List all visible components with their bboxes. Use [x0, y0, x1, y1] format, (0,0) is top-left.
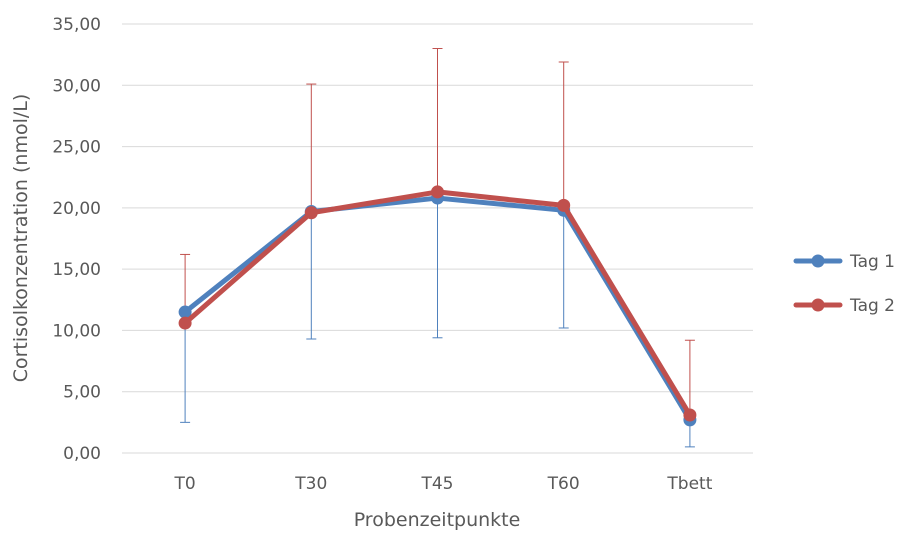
- legend-swatch-marker: [811, 298, 825, 312]
- x-tick-label: Tbett: [666, 474, 712, 494]
- x-tick-labels: T0 T30 T45 T60 Tbett: [173, 474, 712, 494]
- x-axis-title: Probenzeitpunkte: [354, 509, 521, 531]
- y-tick-label: 15,00: [52, 260, 101, 280]
- data-point: [178, 305, 192, 319]
- y-tick-label: 0,00: [63, 444, 101, 464]
- legend-swatch-marker: [811, 254, 825, 268]
- legend: Tag 1 Tag 2: [793, 252, 895, 316]
- data-point: [304, 206, 318, 220]
- y-tick-label: 10,00: [52, 321, 101, 341]
- error-bars: [180, 48, 695, 448]
- series-lines: [178, 185, 697, 427]
- x-tick-label: T60: [547, 474, 580, 494]
- x-tick-label: T45: [420, 474, 453, 494]
- y-tick-labels: 0,00 5,00 10,00 15,00 20,00 25,00 30,00 35,00: [52, 15, 101, 464]
- y-tick-label: 25,00: [52, 138, 101, 158]
- y-tick-label: 20,00: [52, 199, 101, 219]
- y-tick-label: 35,00: [52, 15, 101, 35]
- data-point: [431, 185, 444, 199]
- y-axis-title: Cortisolkonzentration (nmol/L): [10, 94, 32, 383]
- legend-label: Tag 1: [849, 252, 895, 272]
- x-tick-label: T30: [294, 474, 327, 494]
- data-point: [683, 408, 697, 422]
- data-point: [557, 198, 571, 212]
- y-tick-label: 30,00: [52, 76, 101, 96]
- y-tick-label: 5,00: [63, 383, 101, 403]
- legend-label: Tag 2: [849, 296, 895, 316]
- x-tick-label: T0: [173, 474, 195, 494]
- data-point: [178, 316, 192, 330]
